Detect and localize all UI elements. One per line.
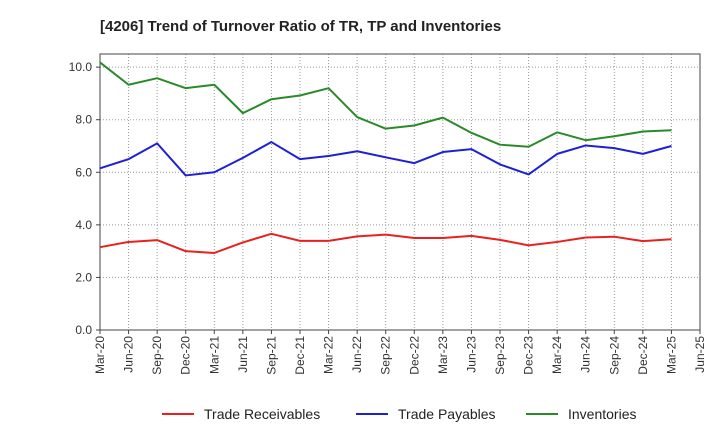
x-tick-label: Mar-22 [322, 336, 336, 374]
x-tick-label: Jun-24 [579, 336, 593, 373]
x-tick-label: Sep-24 [607, 336, 621, 375]
x-tick-labels: Mar-20 Jun-20 Sep-20 Dec-20 Mar-21 Jun-21 Sep-… [93, 330, 707, 375]
y-tick-label: 2.0 [75, 270, 92, 284]
legend-label: Trade Receivables [204, 406, 320, 422]
series-line-trade-payables [99, 141, 672, 177]
x-tick-label: Dec-22 [407, 336, 421, 375]
x-tick-label: Dec-23 [522, 336, 536, 375]
plot-frame [99, 53, 701, 331]
series-line-inventories [99, 61, 672, 148]
x-tick-label: Mar-21 [207, 336, 221, 374]
x-tick-label: Mar-20 [93, 336, 107, 374]
x-tick-label: Mar-24 [550, 336, 564, 374]
x-tick-label: Jun-23 [464, 336, 478, 373]
x-tick-label: Dec-21 [293, 336, 307, 375]
x-tick-label: Sep-23 [493, 336, 507, 375]
y-tick-label: 0.0 [75, 323, 92, 337]
x-tick-label: Dec-20 [179, 336, 193, 375]
x-tick-label: Jun-21 [236, 336, 250, 373]
x-tick-label: Mar-25 [664, 336, 678, 374]
legend: Trade Receivables Trade Payables Inventori… [162, 406, 636, 422]
y-tick-label: 6.0 [75, 165, 92, 179]
x-tick-label: Jun-20 [122, 336, 136, 373]
x-tick-label: Sep-22 [379, 336, 393, 375]
x-tick-label: Sep-21 [264, 336, 278, 375]
x-tick-label: Sep-20 [150, 336, 164, 375]
y-tick-label: 8.0 [75, 113, 92, 127]
y-tick-label: 4.0 [75, 218, 92, 232]
series-layer [99, 61, 672, 254]
y-tick-labels: 0.0 2.0 4.0 6.0 8.0 10.0 [69, 60, 100, 337]
series-line-trade-receivables [99, 232, 672, 254]
x-tick-label: Jun-22 [350, 336, 364, 373]
legend-label: Inventories [568, 406, 636, 422]
x-tick-label: Jun-25 [693, 336, 707, 373]
y-tick-label: 10.0 [69, 60, 93, 74]
x-tick-label: Dec-24 [636, 336, 650, 375]
grid-layer [100, 54, 700, 330]
legend-label: Trade Payables [398, 406, 496, 422]
chart-title: [4206] Trend of Turnover Ratio of TR, TP… [100, 18, 501, 35]
x-tick-label: Mar-23 [436, 336, 450, 374]
